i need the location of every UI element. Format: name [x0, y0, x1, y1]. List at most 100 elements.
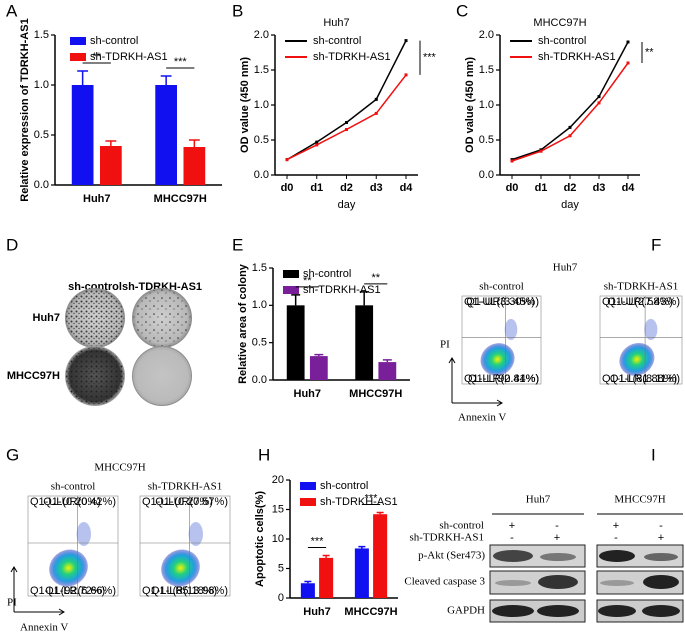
x-tick-label: Huh7: [83, 193, 111, 205]
point: [404, 39, 408, 43]
y-tick-label: 1.0: [479, 99, 494, 111]
cell-cloud: [619, 342, 655, 376]
protein-label: p-Akt (Ser473): [418, 550, 485, 562]
legend-swatch: [70, 37, 86, 45]
bar: [319, 557, 334, 598]
significance: ***: [311, 535, 325, 547]
sample-label: sh-TDRKH-AS1: [148, 481, 223, 493]
point: [568, 134, 572, 138]
x-tick-label: d4: [400, 182, 414, 194]
cell-cloud: [188, 522, 203, 546]
legend-label: sh-control: [303, 268, 351, 280]
error-bar: [105, 140, 117, 146]
panel-letter: A: [6, 1, 18, 20]
point: [345, 121, 348, 124]
bar: [355, 305, 374, 380]
band: [600, 580, 634, 586]
quadrant-label: Q1-UR(7.43%): [607, 296, 680, 308]
band: [537, 605, 579, 617]
sample-label: sh-control: [51, 481, 96, 493]
quadrant-label: Q1-LR(13.98%): [151, 585, 228, 597]
protein-label: Cleaved caspase 3: [404, 576, 485, 588]
bar: [286, 305, 305, 380]
significance: **: [303, 275, 312, 287]
legend-label: sh-control: [538, 35, 586, 47]
bar: [309, 356, 328, 380]
error-bar: [304, 580, 312, 584]
quadrant-label: Q1-UR(3.45%): [466, 296, 539, 308]
x-tick-label: d0: [281, 182, 294, 194]
point: [404, 73, 408, 77]
cell-cloud: [76, 522, 92, 546]
blots: [489, 544, 684, 623]
quadrant-label: Q1-LR(6.66%): [45, 585, 116, 597]
y-axis-label: OD value (450 nm): [239, 57, 251, 153]
error-bar: [314, 353, 324, 357]
quadrant-label: Q1-LR(8.11%): [610, 373, 680, 385]
legend-label: sh-control: [90, 35, 138, 47]
panel-letter: D: [6, 235, 18, 254]
protein-label: GAPDH: [447, 605, 485, 617]
sample-label: sh-control: [479, 281, 524, 293]
significance: ***: [365, 492, 379, 504]
quadrant-label: Q1-UL(0.20%): [30, 496, 101, 508]
point: [539, 149, 543, 153]
quadrant-label: Q1-UL(3.30%): [464, 296, 535, 308]
x-tick-label: d1: [535, 182, 548, 194]
sign: +: [658, 532, 664, 544]
panel-letter: E: [232, 235, 243, 254]
y-tick-label: 1.5: [252, 262, 267, 274]
quadrant-label: Q1-LL(90.84%): [464, 373, 539, 385]
error-bar: [291, 294, 301, 306]
sign: -: [555, 520, 559, 532]
legend-label: sh-TDRKH-AS1: [313, 51, 391, 63]
y-axis-label: PI: [7, 597, 17, 609]
band: [493, 550, 533, 562]
chart-title: Huh7: [323, 17, 349, 29]
western-group: Huh7: [526, 494, 551, 506]
cell-cloud: [161, 549, 200, 587]
significance: **: [371, 272, 380, 284]
y-tick-label: 0.0: [254, 169, 269, 181]
band: [644, 553, 678, 561]
quadrant-label: Q1-UL(0.27%): [142, 496, 213, 508]
quadrant-label: Q1-LR(2.41%): [468, 373, 539, 385]
quadrant-label: Q1-UR(0.57%): [155, 496, 228, 508]
quadrant-label: Q1-LL(92.72%): [30, 585, 105, 597]
legend-label: sh-TDRKH-AS1: [303, 284, 381, 296]
colony-row: MHCC97H: [7, 370, 60, 382]
quadrant-label: Q1-LL(85.18%): [142, 585, 217, 597]
bar: [378, 362, 397, 380]
y-tick-label: 0.0: [252, 374, 267, 386]
legend-label: sh-control: [313, 35, 361, 47]
y-tick-label: 0.5: [254, 134, 269, 146]
quadrant-label: Q1-LL(81.88%): [602, 373, 677, 385]
legend-label: sh-TDRKH-AS1: [320, 496, 398, 508]
condition-label: sh-control: [439, 520, 484, 532]
colony-plates: [65, 288, 192, 406]
plate-colonies: [66, 347, 124, 405]
point: [597, 101, 601, 105]
panel-letter: H: [258, 445, 270, 464]
band: [492, 605, 534, 617]
band: [495, 580, 531, 586]
error-bar: [160, 75, 172, 85]
point: [568, 125, 572, 129]
sample-label: sh-TDRKH-AS1: [604, 281, 679, 293]
sign: -: [510, 532, 514, 544]
x-tick-label: MHCC97H: [154, 193, 207, 205]
legend-label: sh-TDRKH-AS1: [538, 51, 616, 63]
cell-cloud: [644, 318, 658, 340]
y-tick-label: 0.0: [479, 169, 494, 181]
plate-colonies: [66, 289, 124, 347]
chart-title: MHCC97H: [533, 17, 586, 29]
x-axis-label: day: [561, 199, 579, 211]
y-tick-label: 1.5: [479, 64, 494, 76]
sign: -: [659, 520, 663, 532]
plate-colonies: [133, 289, 191, 347]
panel-letter: F: [651, 235, 661, 254]
sign: +: [613, 520, 619, 532]
legend-swatch: [70, 53, 86, 61]
significance: **: [645, 46, 654, 58]
